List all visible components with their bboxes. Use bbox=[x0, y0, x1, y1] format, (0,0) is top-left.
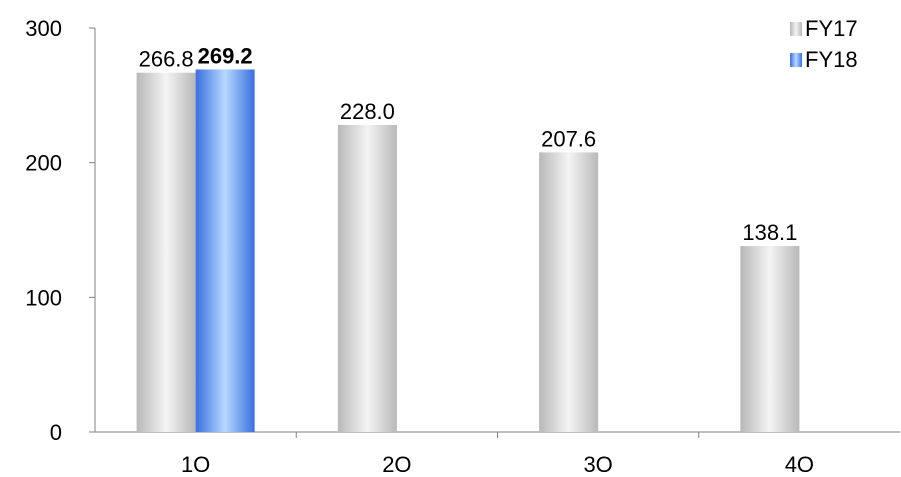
data-label-fy17-1q: 266.8 bbox=[139, 47, 194, 72]
y-tick-label: 300 bbox=[25, 16, 62, 41]
bar-fy18-1q bbox=[195, 69, 255, 433]
bars bbox=[136, 69, 800, 433]
bar-fy17-3q bbox=[539, 152, 599, 432]
legend-label-fy18: FY18 bbox=[805, 47, 858, 72]
x-tick-label: 1Q bbox=[181, 452, 210, 472]
bar-fy17-1q bbox=[136, 72, 196, 432]
data-label-fy17-4q: 138.1 bbox=[742, 220, 797, 245]
x-tick-label: 4Q bbox=[785, 452, 814, 472]
data-label-fy17-2q: 228.0 bbox=[340, 99, 395, 124]
y-tick-label: 200 bbox=[25, 151, 62, 176]
data-label-fy18-1q: 269.2 bbox=[198, 43, 253, 68]
legend: FY17 FY18 bbox=[790, 16, 858, 72]
x-tick-label: 2Q bbox=[382, 452, 411, 472]
data-label-fy17-3q: 207.6 bbox=[541, 126, 596, 151]
data-labels: 266.8 269.2 228.0 207.6 138.1 bbox=[139, 43, 798, 245]
x-tick-label: 3Q bbox=[583, 452, 612, 472]
y-tick-label: 100 bbox=[25, 285, 62, 310]
bar-fy17-2q bbox=[337, 124, 397, 433]
legend-label-fy17: FY17 bbox=[805, 16, 858, 41]
legend-swatch-fy17 bbox=[790, 22, 802, 36]
y-tick-label: 0 bbox=[50, 420, 62, 445]
legend-swatch-fy18 bbox=[790, 53, 802, 67]
bar-fy17-4q bbox=[740, 246, 800, 432]
